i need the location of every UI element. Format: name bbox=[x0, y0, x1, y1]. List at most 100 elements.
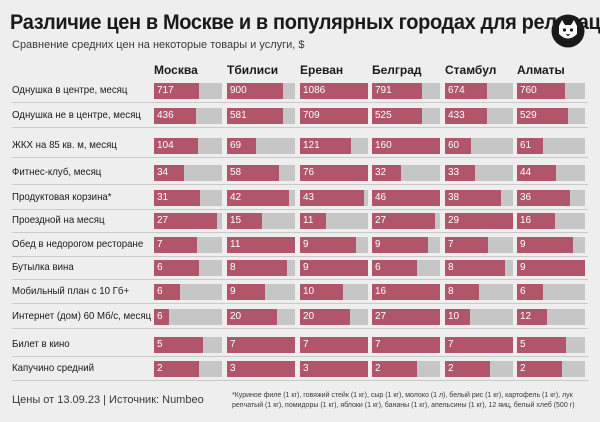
bar-fill bbox=[517, 83, 565, 99]
bar-fill bbox=[300, 337, 368, 353]
data-label: 9 bbox=[375, 239, 381, 250]
bar-fill bbox=[154, 237, 197, 253]
bar-fill bbox=[372, 83, 422, 99]
bar-fill bbox=[227, 213, 262, 229]
bar-track: 2 bbox=[445, 361, 513, 377]
bar-fill bbox=[517, 361, 562, 377]
bar-fill bbox=[154, 309, 169, 325]
bar-track: 10 bbox=[445, 309, 513, 325]
bar-track: 11 bbox=[300, 213, 368, 229]
data-label: 674 bbox=[448, 85, 465, 96]
bar-track: 31 bbox=[154, 190, 222, 206]
bar-track: 2 bbox=[154, 361, 222, 377]
data-label: 104 bbox=[157, 140, 174, 151]
data-label: 6 bbox=[157, 311, 163, 322]
data-label: 9 bbox=[520, 262, 526, 273]
bar-fill bbox=[517, 337, 566, 353]
data-label: 10 bbox=[303, 286, 315, 297]
bar-track: 8 bbox=[445, 284, 513, 300]
bar-track: 6 bbox=[154, 309, 222, 325]
data-label: 9 bbox=[303, 239, 309, 250]
bar-fill bbox=[445, 108, 487, 124]
data-label: 433 bbox=[448, 110, 465, 121]
bar-track: 7 bbox=[445, 237, 513, 253]
bar-track: 9 bbox=[517, 260, 585, 276]
bar-track: 16 bbox=[517, 213, 585, 229]
row-label: Билет в кино bbox=[12, 338, 70, 350]
bar-track: 7 bbox=[300, 337, 368, 353]
bar-fill bbox=[372, 213, 435, 229]
bar-fill bbox=[517, 190, 570, 206]
data-label: 60 bbox=[448, 140, 460, 151]
row-label: Продуктовая корзина* bbox=[12, 191, 112, 203]
bar-track: 29 bbox=[445, 213, 513, 229]
bar-fill bbox=[300, 108, 368, 124]
bar-fill bbox=[445, 309, 470, 325]
row-divider bbox=[12, 209, 588, 210]
data-label: 12 bbox=[520, 311, 532, 322]
bar-track: 9 bbox=[372, 237, 440, 253]
bar-track: 34 bbox=[154, 165, 222, 181]
bar-track: 709 bbox=[300, 108, 368, 124]
data-label: 38 bbox=[448, 192, 460, 203]
bar-track: 76 bbox=[300, 165, 368, 181]
bar-fill bbox=[154, 337, 203, 353]
bar-fill bbox=[372, 361, 417, 377]
bar-fill bbox=[227, 237, 295, 253]
bar-track: 104 bbox=[154, 138, 222, 154]
bar-fill bbox=[300, 284, 343, 300]
bar-track: 33 bbox=[445, 165, 513, 181]
bar-fill bbox=[445, 337, 513, 353]
row-label: Однушка не в центре, месяц bbox=[12, 109, 141, 121]
data-label: 69 bbox=[230, 140, 242, 151]
data-label: 8 bbox=[448, 286, 454, 297]
bar-fill bbox=[445, 213, 513, 229]
bar-track: 27 bbox=[154, 213, 222, 229]
bar-fill bbox=[445, 237, 488, 253]
bar-fill bbox=[154, 83, 199, 99]
data-label: 44 bbox=[520, 167, 532, 178]
data-label: 7 bbox=[448, 239, 454, 250]
bar-fill bbox=[372, 337, 440, 353]
data-label: 76 bbox=[303, 167, 315, 178]
data-label: 36 bbox=[520, 192, 532, 203]
bar-fill bbox=[154, 361, 199, 377]
bar-fill bbox=[227, 337, 295, 353]
bar-fill bbox=[300, 165, 368, 181]
bar-track: 525 bbox=[372, 108, 440, 124]
bar-track: 581 bbox=[227, 108, 295, 124]
bar-track: 529 bbox=[517, 108, 585, 124]
data-label: 43 bbox=[303, 192, 315, 203]
bar-track: 6 bbox=[372, 260, 440, 276]
data-label: 121 bbox=[303, 140, 320, 151]
data-label: 8 bbox=[448, 262, 454, 273]
bar-track: 27 bbox=[372, 213, 440, 229]
data-label: 6 bbox=[520, 286, 526, 297]
data-label: 760 bbox=[520, 85, 537, 96]
data-label: 5 bbox=[157, 339, 163, 350]
data-label: 16 bbox=[375, 286, 387, 297]
city-header: Тбилиси bbox=[227, 63, 279, 77]
row-label: Капучино средний bbox=[12, 362, 95, 374]
bar-fill bbox=[154, 213, 217, 229]
row-label: Фитнес-клуб, месяц bbox=[12, 166, 102, 178]
bar-fill bbox=[154, 138, 198, 154]
bar-track: 3 bbox=[300, 361, 368, 377]
row-divider bbox=[12, 303, 588, 304]
data-label: 27 bbox=[157, 215, 169, 226]
city-header: Стамбул bbox=[445, 63, 497, 77]
bar-fill bbox=[372, 309, 440, 325]
bar-fill bbox=[517, 237, 573, 253]
bar-track: 717 bbox=[154, 83, 222, 99]
bar-track: 160 bbox=[372, 138, 440, 154]
row-label: Однушка в центре, месяц bbox=[12, 84, 128, 96]
row-label: Обед в недорогом ресторане bbox=[12, 238, 144, 250]
bar-track: 6 bbox=[517, 284, 585, 300]
row-label: Мобильный план с 10 Гб+ bbox=[12, 285, 130, 297]
bar-fill bbox=[517, 138, 543, 154]
data-label: 2 bbox=[157, 363, 163, 374]
data-label: 27 bbox=[375, 311, 387, 322]
bar-fill bbox=[300, 260, 368, 276]
page-subtitle: Сравнение средних цен на некоторые товар… bbox=[12, 39, 305, 51]
bar-fill bbox=[227, 190, 289, 206]
